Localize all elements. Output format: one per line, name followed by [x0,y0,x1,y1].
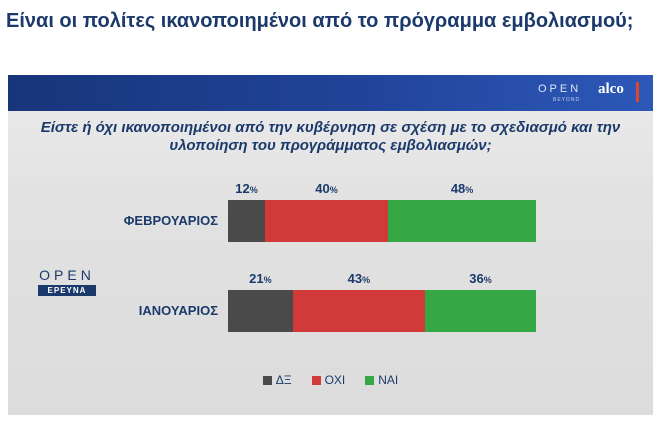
legend-label: ΟΧΙ [324,373,346,387]
category-label: ΙΑΝΟΥΑΡΙΟΣ [138,303,218,318]
bar-segment [228,200,265,242]
data-label-value: 12 [235,181,250,196]
open-ereuna-logo: OPEN ΕΡΕΥΝΑ [38,267,96,296]
bar-segment [228,290,293,332]
chart-panel: OPEN BEYOND alco Είστε ή όχι ικανοποιημέ… [8,75,653,415]
data-label: 12% [228,181,265,198]
category-label: ΦΕΒΡΟΥΑΡΙΟΣ [123,213,218,228]
data-label-unit: % [249,185,258,195]
legend-item: ΔΞ [262,373,292,387]
legend-swatch [311,375,321,385]
legend-swatch [365,375,375,385]
page-headline: Είναι οι πολίτες ικανοποιημένοι από το π… [6,10,634,32]
legend-label: ΝΑΙ [378,373,399,387]
bar-segment [292,290,426,332]
alco-logo: alco [598,81,624,97]
data-label: 40% [265,181,388,198]
data-label-unit: % [465,185,474,195]
legend-label: ΔΞ [275,373,292,387]
data-label: 36% [425,271,536,288]
data-label-value: 48 [450,181,466,196]
bar-segment [264,200,389,242]
bar-segment [388,200,536,242]
data-label-unit: % [263,275,272,285]
data-label: 43% [293,271,425,288]
beyond-tagline: BEYOND [553,97,581,103]
chart-legend: ΔΞ ΟΧΙ ΝΑΙ [8,373,653,387]
data-label-value: 40 [315,181,330,196]
chart-title: Είστε ή όχι ικανοποιημένοι από την κυβέρ… [40,119,621,154]
side-open-text: OPEN [39,267,95,283]
data-label-value: 36 [469,271,484,286]
brand-bar: OPEN BEYOND alco [8,75,653,111]
brand-accent-line [636,82,639,102]
legend-swatch [262,375,272,385]
legend-item: ΟΧΙ [311,373,346,387]
data-label-unit: % [329,185,338,195]
data-label: 48% [388,181,536,198]
data-label-value: 21 [249,271,264,286]
data-label-value: 43 [347,271,363,286]
open-logo: OPEN [538,83,582,95]
data-label-unit: % [362,275,371,285]
data-label: 21% [228,271,293,288]
side-ereuna-text: ΕΡΕΥΝΑ [38,285,96,296]
bar-segment [425,290,536,332]
legend-item: ΝΑΙ [365,373,398,387]
data-label-unit: % [483,275,492,285]
